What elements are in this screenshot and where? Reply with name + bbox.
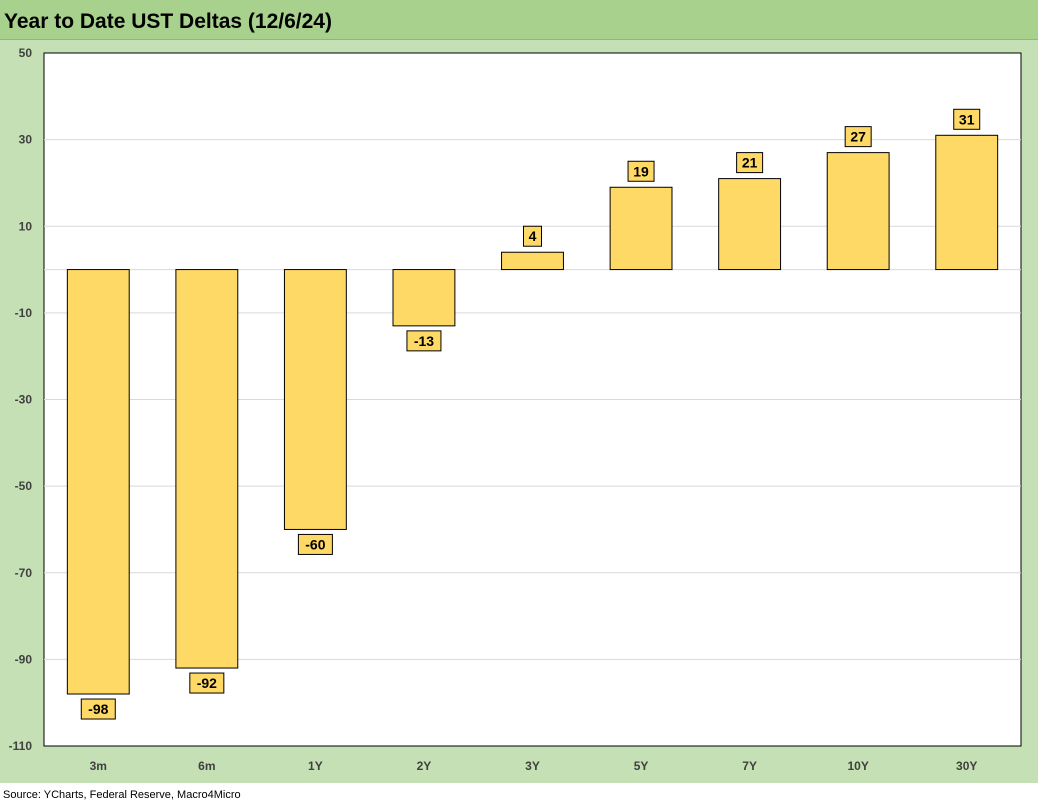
data-label: -13 bbox=[414, 333, 434, 349]
bar bbox=[826, 152, 890, 271]
data-label-box bbox=[80, 698, 116, 720]
y-tick-label: -90 bbox=[15, 652, 33, 666]
bar bbox=[283, 269, 347, 530]
y-tick-label: -110 bbox=[9, 739, 33, 753]
data-label-box bbox=[844, 126, 872, 148]
data-label: -60 bbox=[305, 536, 325, 552]
x-tick-label: 5Y bbox=[634, 759, 649, 773]
bar bbox=[609, 186, 673, 271]
title-bar: Year to Date UST Deltas (12/6/24) bbox=[0, 0, 1038, 40]
bar bbox=[501, 251, 564, 271]
bar bbox=[392, 269, 456, 327]
x-tick-label: 30Y bbox=[956, 759, 977, 773]
data-label: -92 bbox=[197, 675, 217, 691]
x-tick-label: 1Y bbox=[308, 759, 323, 773]
y-tick-label: 10 bbox=[19, 219, 33, 233]
bar-chart: 50 30 10 -10 -30 -50 -70 -90 -110 3m 6m 1Y 2Y 3Y 5Y 7Y… bbox=[9, 46, 1022, 773]
y-axis-ticks: 50 30 10 -10 -30 -50 -70 -90 -110 bbox=[9, 46, 33, 753]
data-label: 27 bbox=[850, 129, 866, 145]
chart-title: Year to Date UST Deltas (12/6/24) bbox=[4, 10, 332, 33]
x-tick-label: 6m bbox=[198, 759, 215, 773]
data-label: -98 bbox=[88, 701, 108, 717]
data-label: 31 bbox=[959, 111, 975, 127]
data-label: 4 bbox=[529, 228, 537, 244]
x-axis-ticks: 3m 6m 1Y 2Y 3Y 5Y 7Y 10Y 30Y bbox=[90, 759, 978, 773]
x-tick-label: 3m bbox=[90, 759, 107, 773]
data-label: 21 bbox=[742, 155, 758, 171]
y-tick-label: -70 bbox=[15, 566, 33, 580]
data-label-box bbox=[189, 672, 225, 694]
data-label-box bbox=[523, 225, 542, 247]
y-tick-label: 50 bbox=[19, 46, 33, 60]
data-labels: -98 -92 -60 -13 4 19 21 27 31 bbox=[80, 108, 981, 720]
bar bbox=[935, 134, 999, 271]
bar bbox=[175, 269, 239, 669]
y-tick-label: -10 bbox=[15, 306, 33, 320]
x-tick-label: 2Y bbox=[417, 759, 432, 773]
bar bbox=[66, 269, 130, 695]
data-label-box bbox=[297, 533, 333, 555]
data-label: 19 bbox=[633, 163, 649, 179]
y-tick-label: -30 bbox=[15, 393, 33, 407]
x-tick-label: 3Y bbox=[525, 759, 540, 773]
y-tick-label: -50 bbox=[15, 479, 33, 493]
bars bbox=[66, 134, 999, 695]
data-label-box bbox=[627, 160, 655, 182]
data-label-box bbox=[406, 330, 442, 352]
bar bbox=[718, 178, 782, 271]
x-tick-label: 10Y bbox=[847, 759, 868, 773]
source-note: Source: YCharts, Federal Reserve, Macro4… bbox=[3, 789, 241, 801]
data-label-box bbox=[953, 108, 981, 130]
x-tick-label: 7Y bbox=[742, 759, 757, 773]
y-tick-label: 30 bbox=[19, 133, 33, 147]
data-label-box bbox=[736, 152, 764, 174]
